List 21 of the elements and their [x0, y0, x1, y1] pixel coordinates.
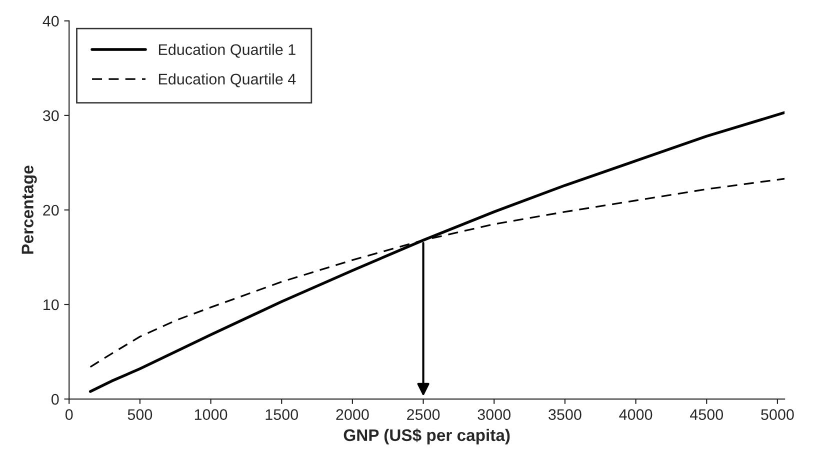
- x-tick-label: 3500: [548, 409, 582, 420]
- legend-label: Education Quartile 4: [158, 73, 296, 88]
- legend-label: Education Quartile 1: [158, 44, 296, 58]
- x-tick-label: 0: [65, 409, 73, 420]
- x-tick-label: 4500: [690, 409, 724, 420]
- x-axis-title: GNP (US$ per capita): [344, 428, 510, 444]
- x-tick-label: 2000: [336, 409, 369, 420]
- x-tick-label: 4000: [619, 409, 652, 420]
- y-tick-label: 40: [42, 16, 59, 27]
- y-tick-label: 30: [42, 110, 59, 122]
- x-tick-label: 500: [128, 409, 152, 420]
- x-tick-label: 5000: [761, 409, 794, 420]
- y-axis-title: Percentage: [22, 166, 37, 254]
- y-tick-label: 20: [43, 204, 59, 216]
- y-tick-label: 10: [44, 299, 59, 310]
- line-series: [88, 111, 785, 393]
- x-tick-label: 3000: [478, 409, 511, 420]
- x-tick-label: 1500: [266, 409, 298, 420]
- y-tick-label: 0: [51, 394, 59, 405]
- x-tick-label: 2500: [407, 409, 440, 420]
- x-tick-label: 1000: [194, 409, 228, 420]
